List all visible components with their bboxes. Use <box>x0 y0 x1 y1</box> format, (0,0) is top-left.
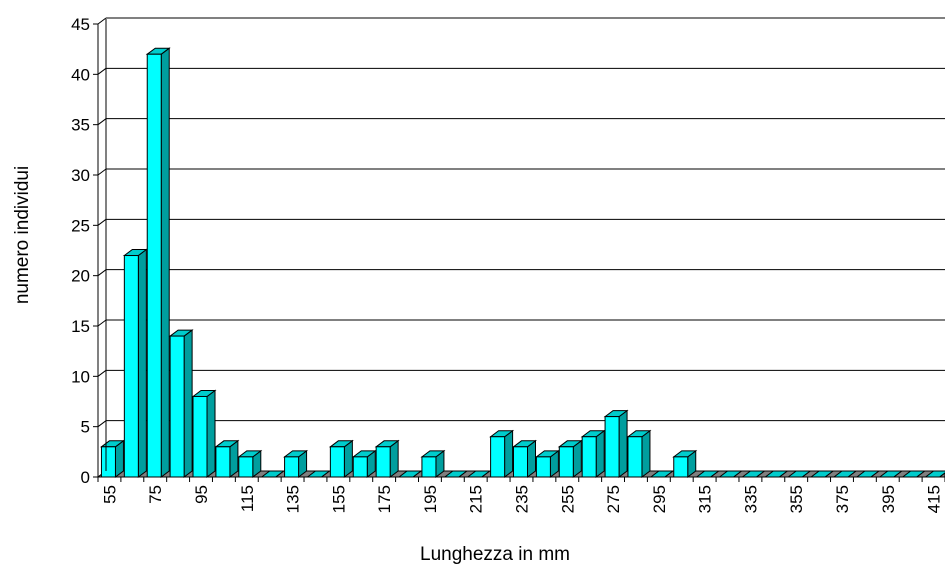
x-tick-label: 55 <box>100 485 119 504</box>
bar <box>512 439 537 478</box>
x-tick-label: 355 <box>787 485 806 513</box>
bar <box>99 439 125 478</box>
x-tick-label: 415 <box>925 485 944 513</box>
bar <box>374 439 400 478</box>
bar <box>122 248 148 478</box>
y-tick-label: 25 <box>71 216 90 235</box>
x-tick-label: 335 <box>741 485 760 513</box>
x-tick-label: 275 <box>604 485 623 513</box>
bar <box>237 449 263 478</box>
x-tick-label: 155 <box>329 485 348 513</box>
x-tick-label: 195 <box>421 485 440 513</box>
gridline-depth <box>97 17 107 25</box>
x-tick-label: 115 <box>238 485 257 512</box>
y-tick-label: 5 <box>81 418 90 437</box>
y-axis-title: numero individui <box>12 166 33 304</box>
y-tick-label: 40 <box>71 65 90 84</box>
gridline-depth <box>97 118 107 126</box>
bar <box>168 329 194 478</box>
gridline-depth <box>97 218 107 226</box>
x-tick-label: 255 <box>558 485 577 513</box>
bar <box>214 439 240 478</box>
bar <box>626 429 652 478</box>
x-tick-label: 235 <box>513 485 532 513</box>
x-axis-title: Lunghezza in mm <box>420 544 570 565</box>
y-tick-label: 15 <box>71 317 90 336</box>
bars <box>99 47 945 478</box>
gridline-depth <box>97 369 107 377</box>
x-tick-label: 395 <box>879 485 898 513</box>
gridline-depth <box>97 269 107 277</box>
y-tick-labels: 0 5 10 15 20 25 30 35 40 45 <box>71 15 90 487</box>
y-tick-label: 35 <box>71 116 90 135</box>
bar <box>489 429 515 478</box>
x-tick-label: 75 <box>146 485 165 504</box>
y-tick-label: 0 <box>81 468 90 487</box>
bar <box>672 449 698 478</box>
bar <box>557 439 583 478</box>
bar <box>351 449 377 478</box>
bar <box>580 429 606 478</box>
x-tick-labels: 55 75 95 115 135 155 175 195 215 235 255 275 295 315 3… <box>100 485 943 513</box>
x-tick-label: 375 <box>833 485 852 513</box>
bar <box>603 409 629 478</box>
x-tick-label: 295 <box>650 485 669 513</box>
x-tick-label: 95 <box>192 485 211 504</box>
bar <box>328 439 354 478</box>
x-tick-label: 215 <box>467 485 486 513</box>
bar <box>534 449 560 478</box>
axes <box>93 19 945 482</box>
gridline-depth <box>97 420 107 428</box>
x-tick-label: 175 <box>375 485 394 513</box>
x-tick-label: 135 <box>284 485 303 513</box>
bar <box>283 449 309 478</box>
gridline-depth <box>97 168 107 176</box>
gridline-depth <box>97 319 107 327</box>
bar <box>191 389 217 478</box>
gridline-depth <box>97 67 107 75</box>
bar <box>420 449 446 478</box>
bar <box>145 47 171 478</box>
y-tick-label: 10 <box>71 367 90 386</box>
y-tick-label: 45 <box>71 15 90 34</box>
y-tick-label: 30 <box>71 166 90 185</box>
x-tick-label: 315 <box>696 485 715 513</box>
y-tick-label: 20 <box>71 267 90 286</box>
grid-lines <box>97 17 945 478</box>
